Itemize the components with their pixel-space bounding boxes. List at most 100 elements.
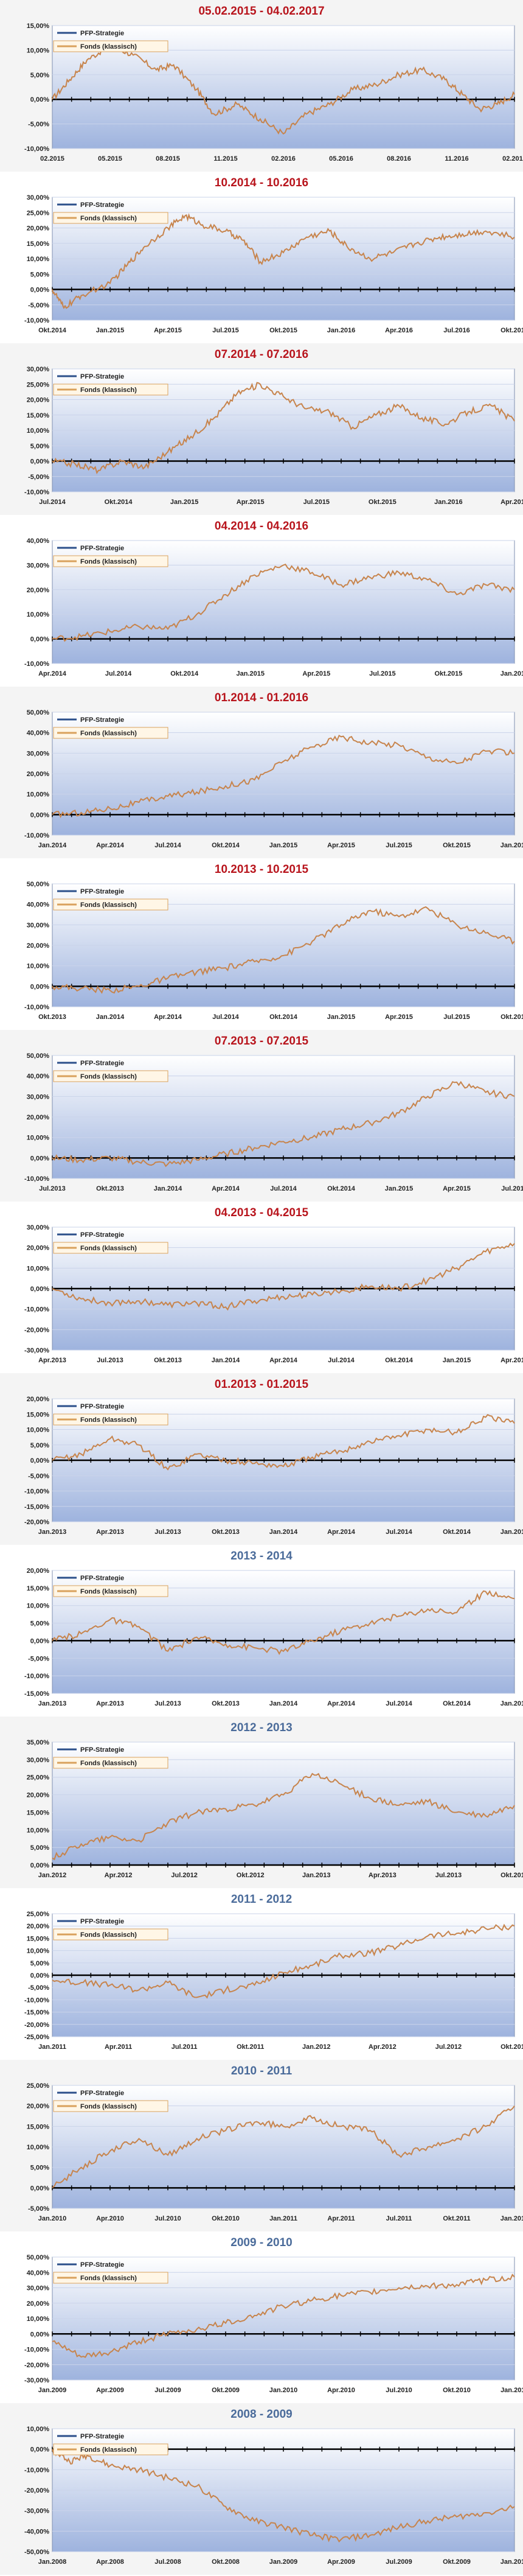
x-tick-label: Okt.2014 xyxy=(269,1013,298,1021)
legend-highlight xyxy=(53,1070,168,1082)
x-tick-label: Okt.2013 xyxy=(500,1872,523,1879)
y-tick-label: -5,00% xyxy=(28,1655,49,1662)
y-tick-label: -30,00% xyxy=(24,1347,49,1354)
x-tick-label: Apr.2013 xyxy=(369,1872,397,1879)
x-tick-label: Jan.2015 xyxy=(96,327,124,334)
y-tick-label: 30,00% xyxy=(27,750,50,757)
x-tick-label: Okt.2013 xyxy=(96,1185,124,1192)
x-tick-label: Jan.2014 xyxy=(96,1013,125,1021)
y-tick-label: 5,00% xyxy=(30,2165,49,2172)
legend-label: Fonds (klassisch) xyxy=(80,2446,137,2454)
legend-highlight xyxy=(53,2100,168,2112)
x-tick-label: Jan.2010 xyxy=(38,2215,66,2222)
x-tick-label: Okt.2013 xyxy=(38,1013,66,1021)
y-tick-label: 10,00% xyxy=(27,2426,50,2433)
legend-label: Fonds (klassisch) xyxy=(80,558,137,565)
series-line-fonds xyxy=(52,1923,515,1999)
x-tick-label: Jul.2014 xyxy=(154,842,181,849)
legend-label: PFP-Strategie xyxy=(80,1231,124,1239)
y-tick-label: 20,00% xyxy=(27,1245,50,1252)
x-tick-label: Apr.2009 xyxy=(96,2387,124,2394)
y-tick-label: 0,00% xyxy=(30,811,49,819)
x-tick-label: Jan.2016 xyxy=(500,842,523,849)
x-tick-label: Okt.2013 xyxy=(154,1357,182,1364)
legend-label: Fonds (klassisch) xyxy=(80,1588,137,1595)
x-tick-label: 08.2016 xyxy=(387,155,411,163)
chart-panel: 07.2014 - 07.2016 30,00% 25,00% 20,00% 15,00… xyxy=(0,343,523,515)
y-tick-label: -10,00% xyxy=(24,1673,49,1680)
legend-label: Fonds (klassisch) xyxy=(80,901,137,909)
chart-panel: 01.2014 - 01.2016 50,00% 40,00% 30,00% 20,00… xyxy=(0,687,523,858)
legend-highlight xyxy=(53,1757,168,1769)
series-line-fonds xyxy=(52,1773,515,1861)
y-tick-label: 15,00% xyxy=(27,1935,50,1942)
y-tick-label: 20,00% xyxy=(27,1567,50,1575)
y-tick-label: 20,00% xyxy=(27,942,50,950)
y-tick-label: 0,00% xyxy=(30,1637,49,1645)
y-tick-label: -10,00% xyxy=(24,1004,49,1011)
legend-label: Fonds (klassisch) xyxy=(80,1931,137,1939)
series-line-fonds xyxy=(52,1413,515,1471)
x-tick-label: Jan.2011 xyxy=(500,2387,523,2394)
legend: PFP-Strategie Fonds (klassisch) xyxy=(53,373,168,396)
legend-label: PFP-Strategie xyxy=(80,373,124,380)
x-tick-label: Okt.2015 xyxy=(369,499,397,506)
x-tick-label: Jul.2013 xyxy=(154,1528,181,1536)
y-tick-label: -10,00% xyxy=(24,145,49,153)
legend-label: PFP-Strategie xyxy=(80,1746,124,1754)
y-tick-label: 50,00% xyxy=(27,709,50,716)
y-tick-label: 10,00% xyxy=(27,2144,50,2151)
x-tick-label: Okt.2015 xyxy=(443,842,471,849)
chart-title: 2010 - 2011 xyxy=(230,2065,293,2077)
chart-title: 10.2014 - 10.2016 xyxy=(214,177,309,189)
legend-label: Fonds (klassisch) xyxy=(80,215,137,222)
y-tick-label: -15,00% xyxy=(24,1690,49,1698)
x-tick-label: Okt.2011 xyxy=(443,2215,470,2222)
x-tick-label: Okt.2009 xyxy=(212,2387,240,2394)
y-tick-label: -5,00% xyxy=(28,1984,49,1992)
x-tick-label: Apr.2012 xyxy=(369,2043,397,2051)
y-tick-label: -10,00% xyxy=(24,1997,49,2004)
y-tick-label: 50,00% xyxy=(27,1052,50,1060)
y-tick-label: -10,00% xyxy=(24,1488,49,1496)
y-tick-label: 0,00% xyxy=(30,96,49,103)
legend-label: PFP-Strategie xyxy=(80,1918,124,1925)
chart-panel: 10.2013 - 10.2015 50,00% 40,00% 30,00% 20,00… xyxy=(0,858,523,1030)
legend-highlight xyxy=(53,898,168,911)
chart-title: 05.02.2015 - 04.02.2017 xyxy=(198,5,325,18)
chart-panel: 2011 - 2012 25,00% 20,00% 15,00% 10,00% 5,00%… xyxy=(0,1888,523,2060)
x-tick-label: Apr.2015 xyxy=(302,670,330,677)
chart-title: 2008 - 2009 xyxy=(230,2408,293,2421)
x-tick-label: Jan.2016 xyxy=(434,499,462,506)
legend-label: Fonds (klassisch) xyxy=(80,43,137,51)
y-tick-label: 0,00% xyxy=(30,1457,49,1465)
legend-label: Fonds (klassisch) xyxy=(80,1760,137,1767)
x-tick-label: Okt.2012 xyxy=(237,1872,265,1879)
legend-label: Fonds (klassisch) xyxy=(80,2103,137,2110)
y-tick-label: 0,00% xyxy=(30,458,49,466)
chart-title: 01.2014 - 01.2016 xyxy=(214,691,309,704)
y-tick-label: -5,00% xyxy=(28,1472,49,1480)
y-tick-label: 25,00% xyxy=(27,1774,50,1782)
legend-highlight xyxy=(53,555,168,567)
x-tick-label: Jul.2014 xyxy=(386,1700,412,1707)
y-tick-label: -10,00% xyxy=(24,2347,49,2354)
y-tick-label: 15,00% xyxy=(27,23,50,30)
y-tick-label: 40,00% xyxy=(27,901,50,909)
y-tick-label: -5,00% xyxy=(28,302,49,309)
x-tick-label: Apr.2012 xyxy=(105,1872,133,1879)
x-tick-label: Apr.2015 xyxy=(237,499,265,506)
y-tick-label: -10,00% xyxy=(24,489,49,496)
x-tick-label: Jul.2014 xyxy=(328,1357,355,1364)
chart-title: 2009 - 2010 xyxy=(230,2236,293,2249)
x-tick-label: Jan.2015 xyxy=(170,499,198,506)
legend-label: PFP-Strategie xyxy=(80,2090,124,2097)
legend-highlight xyxy=(53,1413,168,1426)
x-tick-label: 11.2015 xyxy=(213,155,237,163)
y-tick-label: 10,00% xyxy=(27,791,50,799)
y-tick-label: 30,00% xyxy=(27,194,50,201)
x-tick-label: Jul.2013 xyxy=(435,1872,462,1879)
x-tick-label: Okt.2014 xyxy=(212,842,240,849)
y-tick-label: 10,00% xyxy=(27,1827,50,1834)
x-tick-label: 11.2016 xyxy=(445,155,468,163)
